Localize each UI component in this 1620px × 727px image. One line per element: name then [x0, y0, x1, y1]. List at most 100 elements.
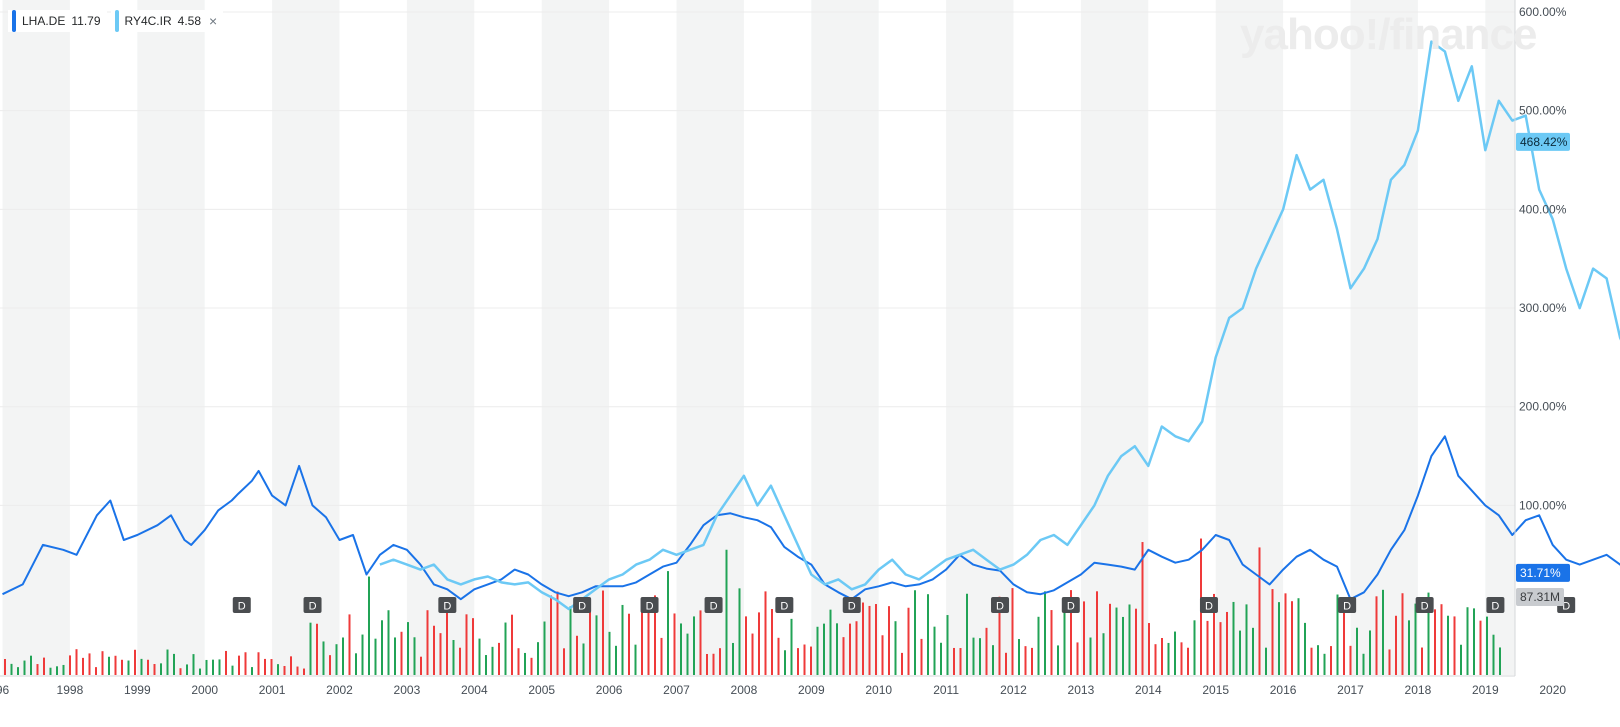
- value-tags: 468.42% 31.71% 87.31M: [1516, 132, 1570, 606]
- volume-bar: [134, 649, 136, 675]
- volume-bar: [30, 655, 32, 675]
- volume-bar: [1011, 588, 1014, 675]
- volume-bar: [543, 621, 546, 675]
- x-tick-label: 2008: [731, 683, 758, 697]
- volume-bar: [1258, 547, 1261, 675]
- volume-bar: [556, 591, 559, 675]
- volume-bar: [1427, 592, 1430, 675]
- volume-bar: [1382, 589, 1384, 675]
- volume-bar: [901, 652, 903, 675]
- volume-bar: [1005, 652, 1007, 675]
- volume-bar: [855, 621, 858, 675]
- volume-bar: [1044, 591, 1046, 675]
- x-tick-label: 2007: [663, 683, 690, 697]
- volume-bar: [868, 605, 871, 675]
- volume-bar: [218, 659, 221, 675]
- volume-bar: [43, 657, 45, 675]
- volume-bar: [706, 653, 708, 675]
- volume-bar: [1388, 649, 1391, 675]
- volume-bar: [1252, 627, 1254, 675]
- volume-bar: [413, 637, 416, 675]
- dividend-marker-label: D: [309, 601, 317, 613]
- volume-bar: [439, 633, 442, 675]
- x-tick-label: 2005: [528, 683, 555, 697]
- x-axis: 96 1998 1999 2000 2001 2002 2003 2004 2005 2006 20…: [0, 675, 1566, 697]
- volume-bar: [498, 642, 500, 675]
- volume-bar: [1239, 630, 1241, 675]
- volume-bar: [667, 571, 669, 675]
- volume-bar: [569, 606, 572, 675]
- volume-bar: [608, 631, 611, 675]
- volume-bar: [1102, 633, 1105, 675]
- volume-bar: [1278, 602, 1280, 675]
- volume-bar: [576, 635, 578, 675]
- volume-bar: [686, 633, 689, 675]
- dividend-marker-box: [1338, 597, 1357, 613]
- volume-bar: [192, 654, 195, 675]
- x-tick-label: 96: [0, 683, 9, 697]
- dividend-marker-label: D: [238, 601, 246, 613]
- volume-bar: [589, 601, 591, 675]
- volume-bar: [17, 667, 19, 675]
- volume-bar: [953, 647, 955, 675]
- legend-item-lha[interactable]: LHA.DE 11.79: [8, 10, 107, 32]
- volume-bar: [1018, 639, 1020, 675]
- volume-bar: [257, 652, 260, 675]
- legend-item-ry4c[interactable]: RY4C.IR 4.58 ×: [110, 10, 224, 32]
- volume-bar: [1076, 642, 1079, 675]
- volume-bar: [1089, 637, 1092, 675]
- volume-bar: [810, 646, 812, 675]
- volume-bar: [485, 655, 487, 675]
- volume-bar: [69, 655, 71, 675]
- dividend-marker: D: [573, 597, 592, 613]
- volume-bar: [790, 618, 793, 675]
- volume-bar: [452, 639, 455, 675]
- volume-value-tag: 87.31M: [1516, 588, 1564, 606]
- dividend-marker: D: [1199, 597, 1218, 613]
- volume-bar: [595, 615, 598, 675]
- volume-bar: [114, 655, 117, 675]
- volume-bar: [62, 664, 65, 675]
- volume-bar: [1297, 598, 1300, 675]
- volume-bar: [1375, 596, 1378, 675]
- volume-bar: [199, 668, 201, 675]
- volume-bar: [1447, 615, 1449, 675]
- dividend-marker-label: D: [996, 601, 1004, 613]
- x-tick-label: 2020: [1539, 683, 1566, 697]
- y-tick-label: 400.00%: [1519, 202, 1567, 216]
- legend-symbol-lha: LHA.DE: [22, 14, 66, 28]
- lha-last-value-tag-box: [1516, 563, 1570, 582]
- volume-bar: [426, 610, 429, 675]
- volume-bar: [101, 651, 104, 675]
- volume-bar: [1369, 630, 1371, 675]
- volume-bar: [1057, 645, 1059, 675]
- dividend-marker: D: [775, 597, 794, 613]
- x-tick-label: 2019: [1472, 683, 1499, 697]
- volume-bar: [1226, 611, 1228, 675]
- volume-bar: [1206, 620, 1209, 675]
- volume-bar: [1063, 603, 1066, 675]
- x-tick-label: 2012: [1000, 683, 1027, 697]
- volume-value-tag-box: [1516, 588, 1564, 606]
- dividend-marker: D: [1061, 597, 1080, 613]
- dividend-marker: D: [232, 597, 251, 613]
- volume-bar: [1343, 603, 1345, 675]
- volume-bar: [23, 660, 26, 675]
- volume-bar: [1245, 604, 1248, 675]
- volume-bar: [940, 642, 942, 675]
- volume-bar: [966, 593, 968, 675]
- volume-bar: [849, 623, 851, 675]
- volume-bar: [842, 637, 845, 675]
- x-tick-label: 2000: [191, 683, 218, 697]
- dividend-marker-box: [775, 597, 794, 613]
- volume-bar: [140, 658, 143, 675]
- volume-bar: [1050, 610, 1053, 675]
- y-axis: 600.00% 500.00% 400.00% 300.00% 200.00% 100.0…: [1514, 0, 1567, 676]
- volume-bar: [927, 594, 929, 675]
- volume-bar: [1310, 647, 1313, 675]
- volume-bar: [1291, 601, 1293, 675]
- remove-comparison-icon[interactable]: ×: [209, 13, 218, 29]
- volume-bar: [1473, 608, 1475, 675]
- dividend-marker-label: D: [780, 601, 788, 613]
